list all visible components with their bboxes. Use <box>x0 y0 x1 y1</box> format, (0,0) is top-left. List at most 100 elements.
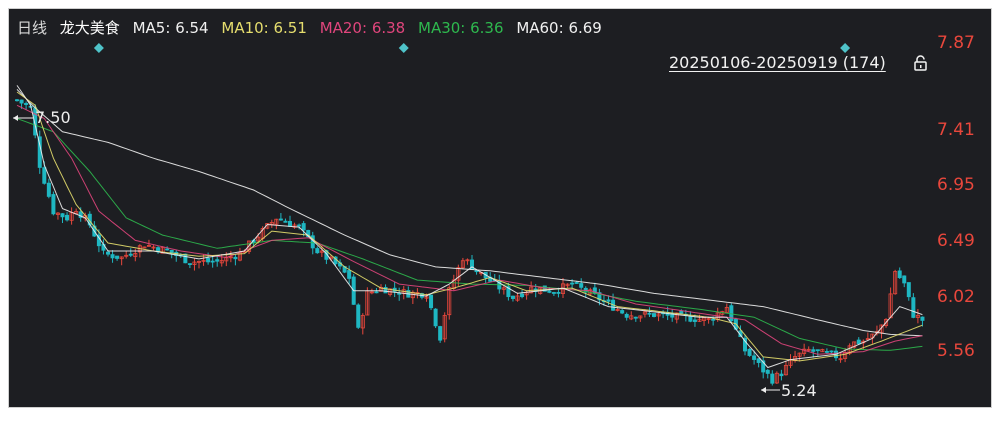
candle-body <box>802 348 807 354</box>
candle-body <box>456 267 461 281</box>
ma10-value: 6.51 <box>273 19 307 37</box>
candle-body <box>160 246 165 254</box>
candle-body <box>747 348 752 356</box>
lock-icon[interactable] <box>913 55 928 71</box>
candle-body <box>652 313 657 317</box>
candle-body <box>192 261 197 265</box>
candle-body <box>447 287 452 316</box>
candle-body <box>301 223 306 231</box>
ma30-label: MA30: <box>418 19 466 37</box>
candle-body <box>829 350 834 353</box>
candle-body <box>196 260 201 263</box>
candle-body <box>752 355 757 360</box>
candle-body <box>824 351 829 353</box>
candle-body <box>756 358 761 363</box>
ma20-value: 6.38 <box>371 19 406 37</box>
ma20-label: MA20: <box>319 19 368 37</box>
low-price-arrowhead <box>761 387 766 393</box>
candle-body <box>60 213 65 218</box>
ma60-label: MA60: <box>516 19 564 37</box>
candle-body <box>697 318 702 322</box>
candle-body <box>520 293 525 298</box>
diamond-icon[interactable] <box>398 43 409 53</box>
ma30-legend: MA30: 6.36 <box>418 19 504 37</box>
candle-body <box>356 304 361 328</box>
candle-body <box>920 316 925 321</box>
candle-body <box>347 270 352 279</box>
ma5-line <box>16 85 923 369</box>
ma5-legend: MA5: 6.54 <box>133 19 209 37</box>
kline-chart-panel[interactable]: 日线 龙大美食 MA5: 6.54 MA10: 6.51 MA20: 6.38 … <box>8 8 992 408</box>
low-price-label: 5.24 <box>781 381 817 400</box>
candle-body <box>124 254 129 257</box>
candle-body <box>692 319 697 322</box>
diamond-icon[interactable] <box>840 43 851 53</box>
candle-body <box>215 259 220 262</box>
candle-body <box>679 310 684 314</box>
candle-body <box>820 349 825 353</box>
candle-body <box>319 250 324 253</box>
candle-body <box>797 352 802 357</box>
candle-body <box>806 348 811 351</box>
candle-body <box>574 282 579 284</box>
candle-body <box>201 259 206 262</box>
candle-body <box>278 218 283 221</box>
candle-body <box>902 275 907 284</box>
candle-body <box>565 283 570 287</box>
date-range-link[interactable]: 20250106-20250919 (174) <box>669 53 886 72</box>
candle-body <box>228 256 233 259</box>
candle-body <box>856 339 861 345</box>
candlestick-chart[interactable] <box>9 9 992 408</box>
candle-body <box>19 99 24 104</box>
ma5-label: MA5: <box>132 19 171 37</box>
candle-body <box>378 286 383 292</box>
candle-body <box>783 364 788 376</box>
candle-body <box>65 214 70 221</box>
candle-body <box>15 99 20 102</box>
diamond-icon[interactable] <box>93 43 104 53</box>
candle-body <box>556 292 561 294</box>
y-tick-label: 5.56 <box>937 341 975 361</box>
candle-body <box>629 315 634 320</box>
candle-body <box>142 246 147 249</box>
candle-body <box>647 312 652 315</box>
candle-body <box>761 360 766 373</box>
candle-body <box>146 244 151 247</box>
candle-body <box>724 307 729 313</box>
candle-body <box>424 296 429 299</box>
candle-body <box>615 309 620 311</box>
period-label: 日线 <box>17 19 48 37</box>
candle-body <box>815 349 820 352</box>
ma60-value: 6.69 <box>568 19 602 37</box>
candle-body <box>106 251 111 255</box>
candle-body <box>743 337 748 352</box>
candle-body <box>656 313 661 317</box>
candle-body <box>383 287 388 294</box>
candle-body <box>633 316 638 319</box>
candle-body <box>119 256 124 260</box>
candle-body <box>865 338 870 340</box>
stock-name: 龙大美食 <box>59 19 120 37</box>
ma20-legend: MA20: 6.38 <box>320 19 406 37</box>
y-tick-label: 6.02 <box>937 287 975 307</box>
candle-body <box>74 211 79 214</box>
y-tick-label: 7.87 <box>937 33 975 53</box>
candle-body <box>460 260 465 269</box>
candle-body <box>547 290 552 293</box>
candle-body <box>115 255 120 259</box>
candle-body <box>620 310 625 314</box>
candle-body <box>510 295 515 299</box>
candle-body <box>893 271 898 295</box>
candle-body <box>206 258 211 263</box>
candle-body <box>570 282 575 285</box>
ma30-line <box>16 118 923 351</box>
candle-body <box>151 246 156 249</box>
candle-body <box>579 283 584 288</box>
candle-body <box>906 282 911 298</box>
candle-body <box>438 326 443 341</box>
candle-body <box>515 295 520 301</box>
candle-body <box>360 315 365 329</box>
ma60-line <box>16 89 923 337</box>
candle-body <box>133 253 138 258</box>
candle-body <box>624 313 629 318</box>
